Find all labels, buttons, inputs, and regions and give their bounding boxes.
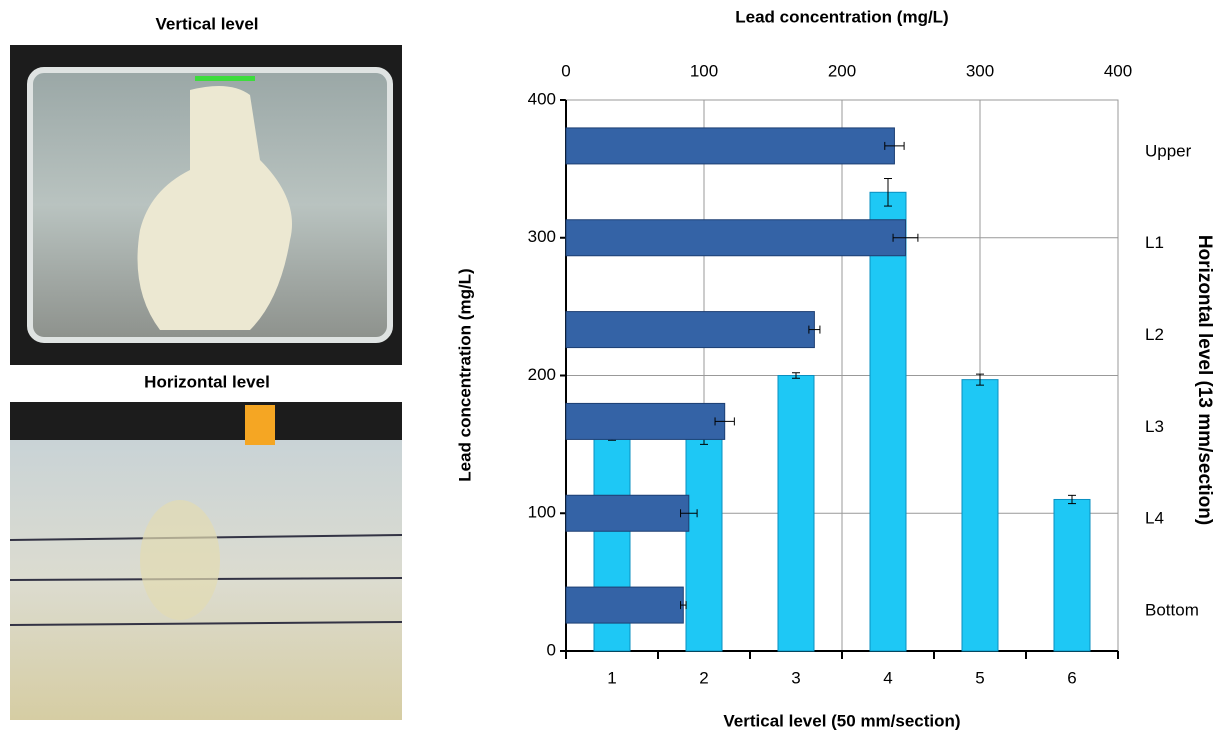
category-label: Bottom bbox=[1145, 601, 1199, 620]
photo-vertical bbox=[10, 45, 402, 365]
bar bbox=[870, 192, 906, 651]
y-tick-label: 400 bbox=[528, 89, 556, 108]
bar bbox=[686, 437, 722, 651]
x-tick-label: 3 bbox=[791, 668, 800, 687]
top-tick-label: 400 bbox=[1104, 61, 1132, 80]
top-tick-label: 0 bbox=[561, 61, 570, 80]
right-axis-title: Horizontal level (13 mm/section) bbox=[1194, 235, 1215, 525]
y-tick-label: 0 bbox=[547, 640, 556, 659]
category-label: L2 bbox=[1145, 325, 1164, 344]
x-tick-label: 2 bbox=[699, 668, 708, 687]
y-tick-label: 300 bbox=[528, 227, 556, 246]
bar bbox=[778, 376, 814, 652]
photo-title: Vertical level bbox=[155, 14, 258, 33]
x-tick-label: 6 bbox=[1067, 668, 1076, 687]
y-tick-label: 100 bbox=[528, 503, 556, 522]
top-tick-label: 200 bbox=[828, 61, 856, 80]
x-tick-label: 1 bbox=[607, 668, 616, 687]
bar bbox=[566, 587, 683, 623]
x-tick-label: 4 bbox=[883, 668, 892, 687]
x-tick-label: 5 bbox=[975, 668, 984, 687]
x-axis-title: Vertical level (50 mm/section) bbox=[723, 711, 960, 730]
bar bbox=[962, 380, 998, 651]
bar bbox=[566, 220, 905, 256]
y-tick-label: 200 bbox=[528, 365, 556, 384]
category-label: L4 bbox=[1145, 509, 1164, 528]
bar bbox=[566, 128, 894, 164]
bar bbox=[566, 403, 725, 439]
top-axis-title: Lead concentration (mg/L) bbox=[735, 7, 948, 26]
top-tick-label: 100 bbox=[690, 61, 718, 80]
bar bbox=[1054, 499, 1090, 651]
category-label: Upper bbox=[1145, 141, 1192, 160]
top-tick-label: 300 bbox=[966, 61, 994, 80]
category-label: L3 bbox=[1145, 417, 1164, 436]
bar bbox=[566, 312, 814, 348]
photo-title: Horizontal level bbox=[144, 372, 270, 391]
photo-horizontal bbox=[10, 402, 402, 720]
figure: Vertical level Horizontal level 0 100 200 3… bbox=[0, 0, 1220, 738]
y-axis-title: Lead concentration (mg/L) bbox=[455, 268, 474, 481]
bar bbox=[566, 495, 689, 531]
category-label: L1 bbox=[1145, 233, 1164, 252]
